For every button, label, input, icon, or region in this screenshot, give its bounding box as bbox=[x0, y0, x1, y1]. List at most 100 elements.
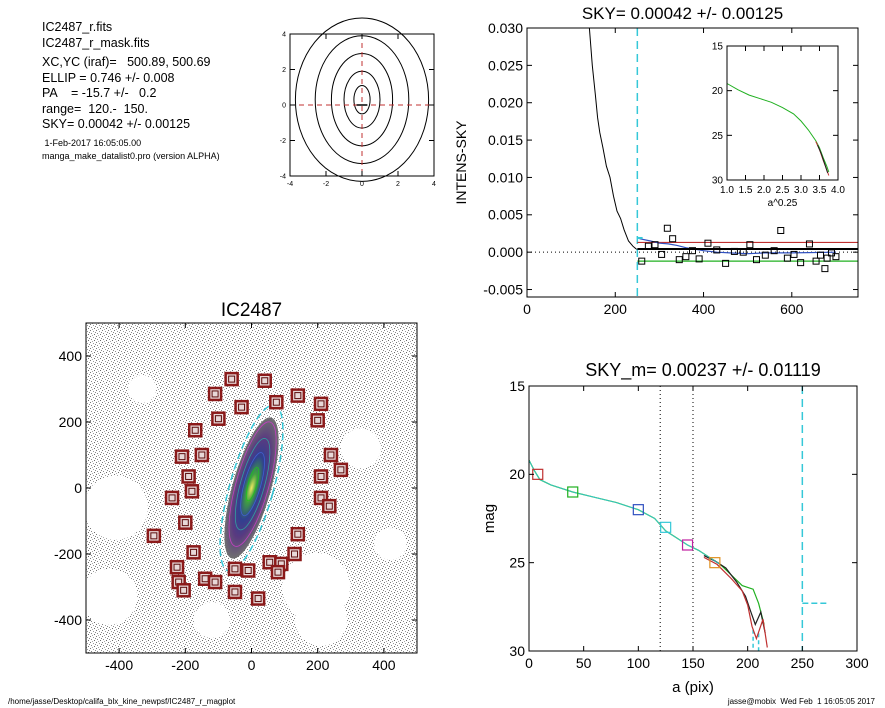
mag-profile bbox=[529, 459, 765, 625]
sky-box-inner bbox=[173, 563, 181, 571]
sky-box bbox=[194, 447, 210, 463]
sky-box bbox=[270, 564, 286, 580]
sky-data-point bbox=[663, 224, 671, 232]
sky-data-point bbox=[746, 241, 754, 249]
inset-xtick-label: 2.5 bbox=[776, 185, 790, 196]
image-area bbox=[86, 371, 407, 646]
sky-box-inner bbox=[294, 530, 302, 538]
sky-ytick-label: 0.015 bbox=[488, 132, 523, 148]
image-ytick-label: 0 bbox=[74, 480, 82, 496]
footer-path: /home/jasse/Desktop/califa_blx_kine_newp… bbox=[8, 697, 236, 706]
sky-ytick-label: 0.025 bbox=[488, 57, 523, 73]
ellipticity: ELLIP = 0.746 +/- 0.008 bbox=[42, 70, 175, 85]
sky-data-point bbox=[797, 259, 805, 267]
inset-xtick-label: 3.5 bbox=[813, 185, 827, 196]
image-panel: -400 -200 0 200 400 -400 -200 0 200 400 IC2487 bbox=[54, 300, 418, 673]
sky-box bbox=[207, 574, 223, 590]
contour-level bbox=[353, 84, 371, 115]
sky-data-point bbox=[739, 248, 747, 256]
mag-xtick-label: 150 bbox=[681, 655, 705, 671]
image-xtick-label: 0 bbox=[248, 657, 256, 673]
sky-data-point bbox=[638, 257, 646, 265]
sky-box-inner bbox=[325, 502, 333, 510]
sky-data-point bbox=[805, 240, 813, 248]
sky-data-point bbox=[704, 239, 712, 247]
header-info: IC2487_r.fits IC2487_r_mask.fits XC,YC (… bbox=[42, 20, 220, 163]
inset-ytick-label: 15 bbox=[712, 42, 724, 53]
sky-data-point bbox=[812, 257, 820, 265]
sky-box-inner bbox=[178, 453, 186, 461]
sky-box bbox=[176, 583, 191, 598]
sky-box bbox=[187, 423, 203, 438]
image-xtick-label: 400 bbox=[372, 657, 396, 673]
sky-data-point bbox=[823, 254, 831, 262]
sky-data-point bbox=[658, 250, 666, 258]
inset-ytick-label: 20 bbox=[712, 86, 724, 97]
sky-box-inner bbox=[261, 377, 269, 385]
inset-xtick-label: 3.0 bbox=[794, 185, 808, 196]
sky-data-point bbox=[695, 255, 703, 263]
sky-data-point bbox=[816, 251, 824, 259]
contour-xtick-label: 2 bbox=[396, 181, 400, 188]
sky-box-inner bbox=[190, 548, 198, 556]
sky-data-point bbox=[675, 256, 683, 264]
sky-box-inner bbox=[291, 550, 299, 558]
sky-box-inner bbox=[231, 588, 239, 596]
sky-box bbox=[313, 396, 329, 412]
sky-data-point bbox=[682, 253, 690, 261]
sky-frame bbox=[526, 27, 859, 298]
sky-data-point bbox=[752, 256, 760, 264]
isophote-contour bbox=[245, 467, 260, 502]
inset-xtick-label: 1.5 bbox=[739, 185, 753, 196]
masked-region bbox=[374, 528, 407, 561]
sky-box bbox=[333, 462, 349, 478]
sky-box bbox=[207, 386, 223, 402]
sky-box-inner bbox=[327, 451, 335, 459]
sky-data-point bbox=[713, 246, 721, 254]
sky-ytick-label: 0.030 bbox=[488, 20, 523, 36]
sky-box-inner bbox=[294, 392, 302, 400]
sky-data-point bbox=[669, 235, 677, 243]
footer-user: jasse@mobix Wed Feb 1 16:05:05 2017 bbox=[727, 697, 875, 706]
sky-xtick-label: 400 bbox=[692, 301, 716, 317]
mag-xtick-label: 100 bbox=[627, 655, 651, 671]
sky-box-inner bbox=[337, 466, 345, 474]
mag-ytick-label: 20 bbox=[509, 466, 525, 482]
mag-xtick-label: 50 bbox=[576, 655, 592, 671]
sky-box bbox=[257, 373, 272, 388]
contour-xtick-label: 0 bbox=[360, 181, 364, 188]
sky-data-point bbox=[832, 253, 840, 261]
contour-xtick-label: -4 bbox=[287, 181, 293, 188]
sky-box-inner bbox=[228, 375, 236, 383]
sky-box bbox=[287, 546, 302, 562]
sky-box-inner bbox=[314, 416, 322, 424]
sky-box-inner bbox=[188, 487, 196, 495]
sky-box bbox=[290, 526, 306, 542]
sky-box-inner bbox=[317, 494, 325, 502]
sky-box bbox=[310, 413, 325, 428]
sky-data-point bbox=[730, 247, 738, 255]
sky-box-inner bbox=[274, 568, 282, 576]
sky-box bbox=[240, 563, 256, 578]
masked-region bbox=[295, 594, 348, 646]
sky-box-inner bbox=[254, 595, 262, 603]
image-ytick-label: 200 bbox=[59, 414, 83, 430]
sky-data-point bbox=[828, 249, 836, 257]
sky-data-point bbox=[777, 226, 785, 234]
contour-level bbox=[294, 17, 430, 182]
mag-marker bbox=[632, 504, 644, 516]
program-name: manga_make_datalist0.pro (version ALPHA) bbox=[42, 150, 220, 161]
mag-plot-area bbox=[529, 386, 827, 651]
masked-region bbox=[193, 602, 230, 638]
position-angle: PA = -15.7 +/- 0.2 bbox=[42, 86, 157, 100]
isophote-contour bbox=[240, 452, 265, 517]
mag-ylabel: mag bbox=[481, 504, 498, 533]
center-coordinates: XC,YC (iraf)= 500.89, 500.69 bbox=[42, 55, 211, 69]
mag-xtick-label: 0 bbox=[525, 655, 533, 671]
sky-data-point bbox=[644, 242, 652, 250]
sky-box-inner bbox=[198, 451, 206, 459]
sky-xtick-label: 0 bbox=[523, 301, 531, 317]
mag-marker bbox=[567, 486, 579, 498]
sky-value: SKY= 0.00042 +/- 0.00125 bbox=[42, 117, 191, 131]
